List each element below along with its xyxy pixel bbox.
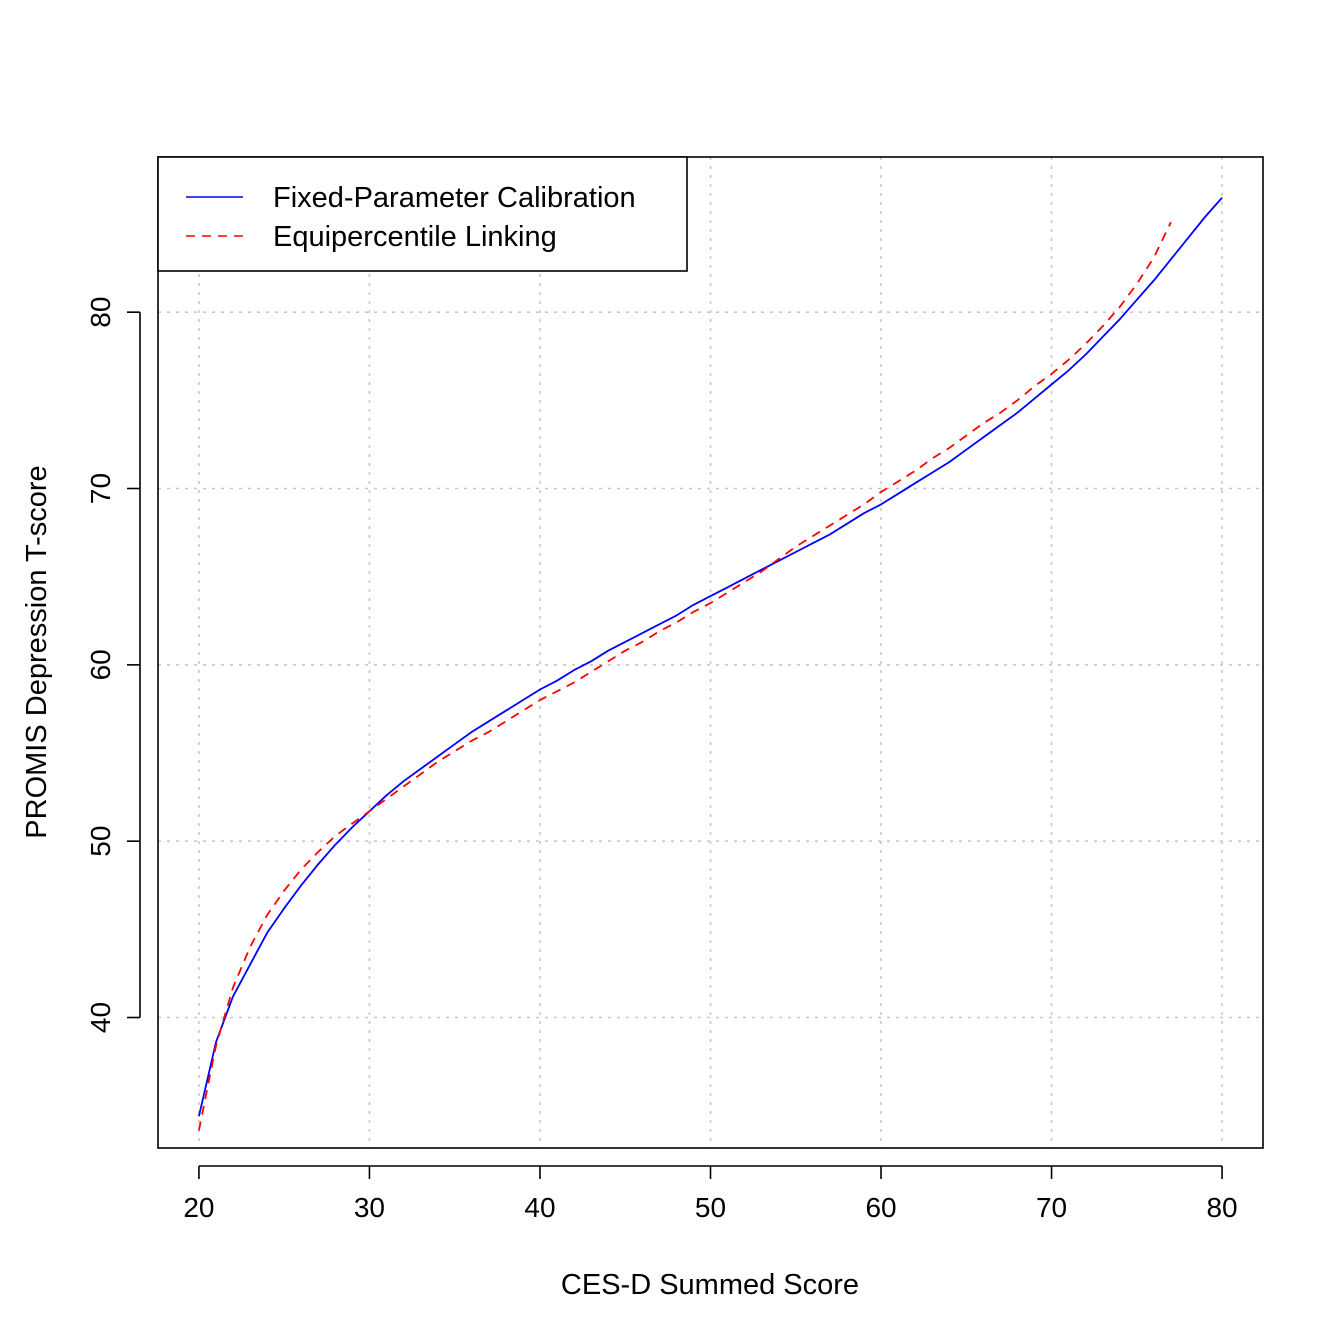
y-tick-label-50: 50 — [85, 826, 116, 857]
y-axis-title: PROMIS Depression T-score — [21, 465, 53, 838]
x-axis: 20 30 40 50 60 70 80 — [183, 1165, 1238, 1223]
series-line-equipercentile-linking — [198, 221, 1172, 1131]
legend-label-fixed-parameter: Fixed-Parameter Calibration — [273, 182, 636, 214]
x-tick-label-40: 40 — [524, 1192, 555, 1223]
grid-lines — [158, 157, 1263, 1148]
x-axis-title: CES-D Summed Score — [561, 1269, 859, 1301]
series-layer — [198, 197, 1223, 1131]
x-tick-label-30: 30 — [354, 1192, 385, 1223]
y-tick-label-80: 80 — [85, 297, 116, 328]
x-tick-label-70: 70 — [1036, 1192, 1067, 1223]
y-axis: 40 50 60 70 80 — [85, 297, 141, 1033]
plot-area-border — [157, 156, 1264, 1149]
x-tick-label-20: 20 — [183, 1192, 214, 1223]
legend-label-equipercentile: Equipercentile Linking — [273, 221, 557, 253]
y-tick-label-70: 70 — [85, 473, 116, 504]
x-tick-label-50: 50 — [695, 1192, 726, 1223]
legend-box — [157, 156, 688, 272]
y-tick-label-40: 40 — [85, 1002, 116, 1033]
y-tick-label-60: 60 — [85, 649, 116, 680]
legend: Fixed-Parameter Calibration Equipercenti… — [157, 156, 688, 272]
x-tick-label-80: 80 — [1206, 1192, 1237, 1223]
x-tick-label-60: 60 — [865, 1192, 896, 1223]
